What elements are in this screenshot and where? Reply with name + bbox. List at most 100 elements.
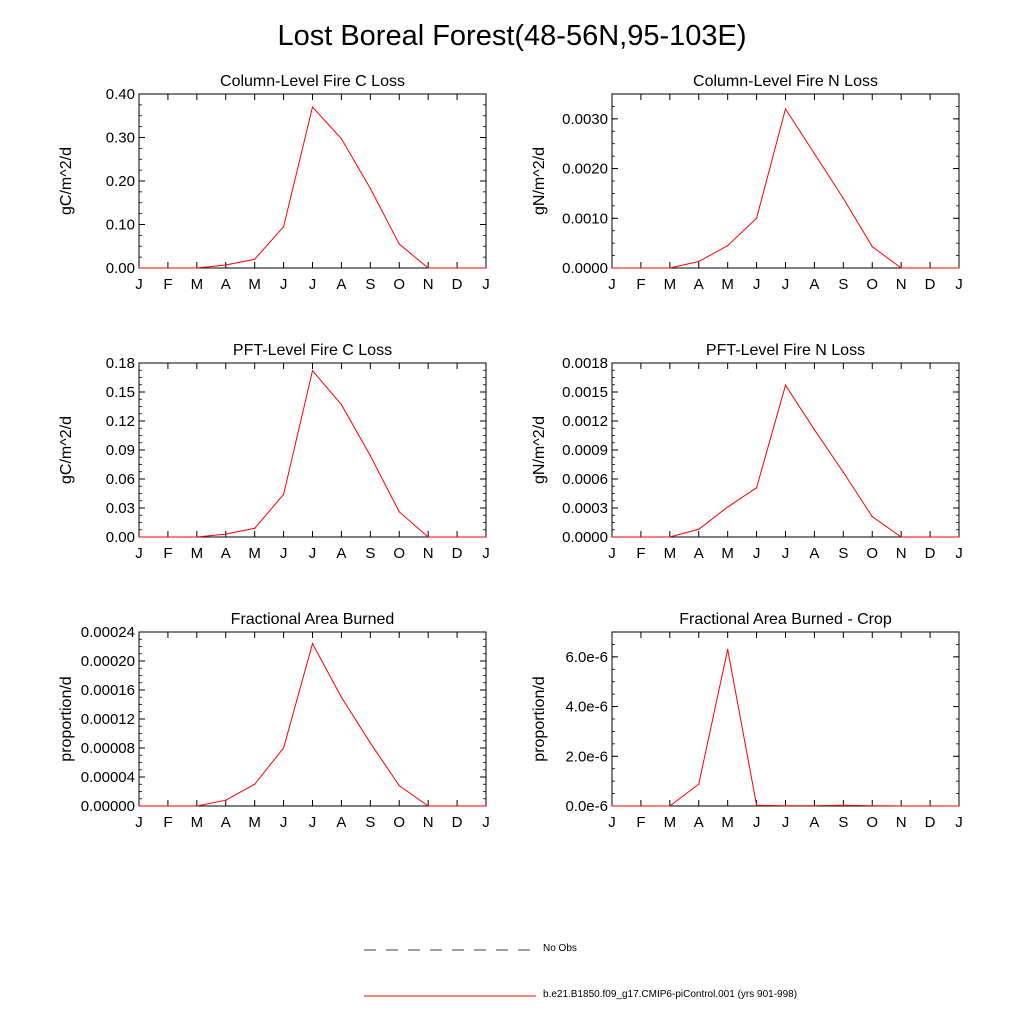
plot-frame [138,631,487,807]
x-tick-label: S [365,276,375,293]
data-point [369,455,371,457]
x-tick-label: A [336,276,346,293]
data-point [698,260,700,263]
data-point [669,267,671,269]
data-point [611,536,613,538]
x-tick-label: M [191,276,204,293]
y-tick-label: 0.00 [106,529,135,546]
data-point [398,785,400,787]
x-tick-label: A [221,814,231,831]
y-axis-label: gC/m^2/d [58,416,75,484]
y-tick-label: 0.0e-6 [565,798,608,815]
x-tick-label: J [280,276,288,293]
data-point [929,805,931,807]
y-tick-label: 0.00020 [81,653,135,670]
x-tick-label: M [248,814,261,831]
data-point [282,226,285,228]
x-tick-label: S [838,814,848,831]
x-tick-label: D [925,814,936,831]
chart-title: Column-Level Fire N Loss [693,73,878,90]
y-tick-label: 0.0009 [562,442,608,459]
x-tick-label: J [280,814,288,831]
legend-model-label: b.e21.B1850.f09_g17.CMIP6-piControl.001 … [543,989,798,1000]
data-point [167,267,169,269]
data-point [369,187,371,189]
plot-frame [138,362,487,538]
y-axis-label: proportion/d [58,676,75,761]
data-point [311,643,314,645]
x-tick-label: O [393,276,405,293]
data-point [456,536,458,538]
data-point [698,528,700,530]
x-tick-label: J [482,545,490,562]
y-tick-label: 0.0000 [562,260,608,277]
x-tick-label: J [753,276,761,293]
data-point [427,536,429,538]
x-tick-label: J [309,276,317,293]
y-tick-label: 0.20 [106,173,135,190]
x-tick-label: O [866,545,878,562]
x-tick-label: J [782,276,790,293]
data-point [340,696,343,698]
y-tick-label: 0.00000 [81,798,135,815]
data-point [929,536,931,538]
page-title: Lost Boreal Forest(48-56N,95-103E) [277,20,747,52]
x-tick-label: M [664,545,677,562]
data-point [254,258,256,260]
legend-no-obs: No Obs [360,943,660,957]
data-point [427,805,429,807]
x-tick-label: J [608,814,616,831]
data-point [196,267,198,269]
data-point [813,429,816,431]
data-point [958,536,960,538]
x-tick-label: J [135,814,143,831]
x-tick-label: J [135,545,143,562]
x-tick-label: M [721,276,734,293]
data-point [427,267,429,269]
data-point [282,747,285,749]
x-tick-label: A [221,545,231,562]
x-tick-label: N [423,276,434,293]
chart-title: Fractional Area Burned - Crop [679,611,892,628]
x-tick-label: A [809,545,819,562]
data-point [611,267,613,269]
data-point [485,536,487,538]
x-tick-label: O [866,276,878,293]
data-point [138,805,140,807]
data-point [900,536,902,538]
x-tick-label: N [423,545,434,562]
y-axis-label: gC/m^2/d [58,147,75,215]
y-tick-label: 0.0020 [562,161,608,178]
y-tick-label: 0.00004 [81,769,135,786]
x-tick-label: A [336,545,346,562]
x-tick-label: D [925,545,936,562]
y-tick-label: 0.0030 [562,111,608,128]
legend-no-obs-swatch [364,949,530,951]
y-tick-label: 0.12 [106,413,135,430]
y-tick-label: 0.00024 [81,624,135,641]
data-point [958,805,960,807]
x-tick-label: D [452,814,463,831]
data-point [254,783,256,785]
data-point [669,805,671,807]
data-point [225,264,227,266]
data-point [871,805,873,807]
x-tick-label: N [423,814,434,831]
data-point [900,267,902,269]
x-tick-label: N [896,545,907,562]
series-line [139,642,486,807]
data-point [784,805,787,807]
x-tick-label: A [809,276,819,293]
data-point [871,516,873,518]
data-point [398,243,400,245]
legend-no-obs-label: No Obs [543,943,577,954]
x-tick-label: J [955,814,963,831]
y-axis-label: proportion/d [531,676,548,761]
x-tick-label: A [694,545,704,562]
x-tick-label: A [694,814,704,831]
series-line [139,106,486,269]
data-point [727,648,729,651]
y-tick-label: 0.00008 [81,740,135,757]
